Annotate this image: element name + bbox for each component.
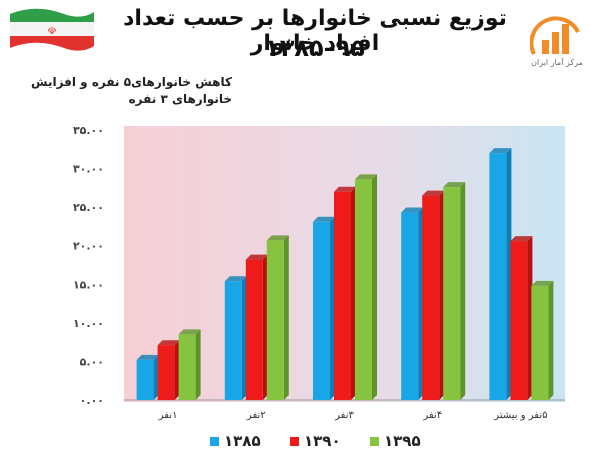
bar	[224, 281, 242, 400]
bar-top	[489, 148, 512, 154]
bar-side	[548, 280, 554, 400]
bar	[334, 191, 351, 400]
bar-side	[527, 236, 533, 400]
bar-top	[266, 235, 289, 241]
bar-side	[351, 186, 356, 400]
legend: ۱۳۸۵ ۱۳۹۰ ۱۳۹۵	[210, 432, 421, 450]
bar-side	[283, 235, 289, 400]
bar-side	[460, 182, 466, 400]
legend-label: ۱۳۹۰	[304, 432, 341, 450]
bar	[245, 259, 263, 400]
bar	[531, 285, 549, 400]
bar	[422, 195, 440, 400]
bar-top	[157, 340, 180, 346]
iran-flag-icon: ☫	[10, 8, 94, 51]
chart-subtitle: ۱۳۸۵–۹۵	[265, 34, 365, 62]
bar-side	[262, 254, 268, 400]
bar-side	[372, 174, 377, 400]
bar-top	[245, 254, 268, 260]
bar-side	[174, 340, 180, 400]
bar-top	[401, 207, 424, 213]
x-tick-label: ۲نفر	[246, 410, 266, 421]
y-tick-label: ۵.۰۰	[80, 355, 104, 368]
bar	[178, 334, 196, 400]
annotation-line-2: خانوارهای ۳ نفره	[128, 92, 232, 106]
chart-annotation: کاهش خانوارهای۵ نفره و افزایش خانوارهای …	[30, 74, 232, 108]
bar-top	[313, 216, 335, 222]
bar	[443, 187, 461, 400]
legend-label: ۱۳۸۵	[224, 432, 261, 450]
y-tick-label: ۰.۰۰	[80, 394, 104, 407]
x-tick-label: ۳نفر	[334, 410, 354, 421]
bar	[510, 241, 528, 400]
bar-side	[241, 276, 247, 400]
y-tick-label: ۱۰.۰۰	[73, 317, 104, 330]
bar	[266, 240, 284, 400]
bar-top	[510, 236, 533, 242]
x-tick-label: ۴نفر	[422, 410, 442, 421]
bar	[355, 179, 372, 400]
y-tick-label: ۲۰.۰۰	[73, 240, 104, 253]
logo-caption: مرکز آمار ایران	[531, 58, 583, 67]
x-axis-tick-labels: ۱نفر ۲نفر ۳نفر ۴نفر ۵نفر و بیشتر	[158, 410, 548, 421]
svg-text:☫: ☫	[48, 26, 57, 37]
bar-side	[195, 329, 201, 400]
legend-label: ۱۳۹۵	[384, 432, 421, 450]
bar-side	[418, 207, 424, 400]
bar-top	[355, 174, 377, 180]
bar-side	[330, 216, 335, 400]
bar-top	[334, 186, 356, 192]
bar-top	[422, 190, 445, 196]
legend-swatch	[370, 437, 379, 446]
bar	[489, 153, 507, 400]
y-tick-label: ۲۵.۰۰	[73, 201, 104, 214]
legend-swatch	[290, 437, 299, 446]
bar	[157, 345, 175, 400]
y-axis-tick-labels: ۰.۰۰ ۵.۰۰ ۱۰.۰۰ ۱۵.۰۰ ۲۰.۰۰ ۲۵.۰۰ ۳۰.۰۰ ۳۵.۰۰	[73, 124, 104, 407]
bar-top	[178, 329, 201, 335]
statistical-center-logo-icon	[530, 16, 580, 55]
bar-top	[443, 182, 466, 188]
x-tick-label: ۵نفر و بیشتر	[493, 410, 547, 421]
bar	[313, 221, 330, 400]
bar-top	[224, 276, 247, 282]
bar-side	[439, 190, 445, 400]
bar-top	[531, 280, 554, 286]
bar	[136, 359, 154, 400]
x-tick-label: ۱نفر	[158, 410, 178, 421]
y-tick-label: ۱۵.۰۰	[73, 278, 104, 291]
legend-swatch	[210, 437, 219, 446]
y-tick-label: ۳۵.۰۰	[73, 124, 104, 137]
bar-top	[136, 354, 159, 360]
bar-side	[153, 354, 159, 400]
y-tick-label: ۳۰.۰۰	[73, 163, 104, 176]
annotation-line-1: کاهش خانوارهای۵ نفره و افزایش	[30, 75, 232, 89]
bar-side	[506, 148, 512, 400]
bars	[136, 148, 554, 400]
chart-title: توزیع نسبی خانوارها بر حسب تعداد افراد خ…	[123, 6, 507, 56]
bar	[401, 212, 419, 400]
